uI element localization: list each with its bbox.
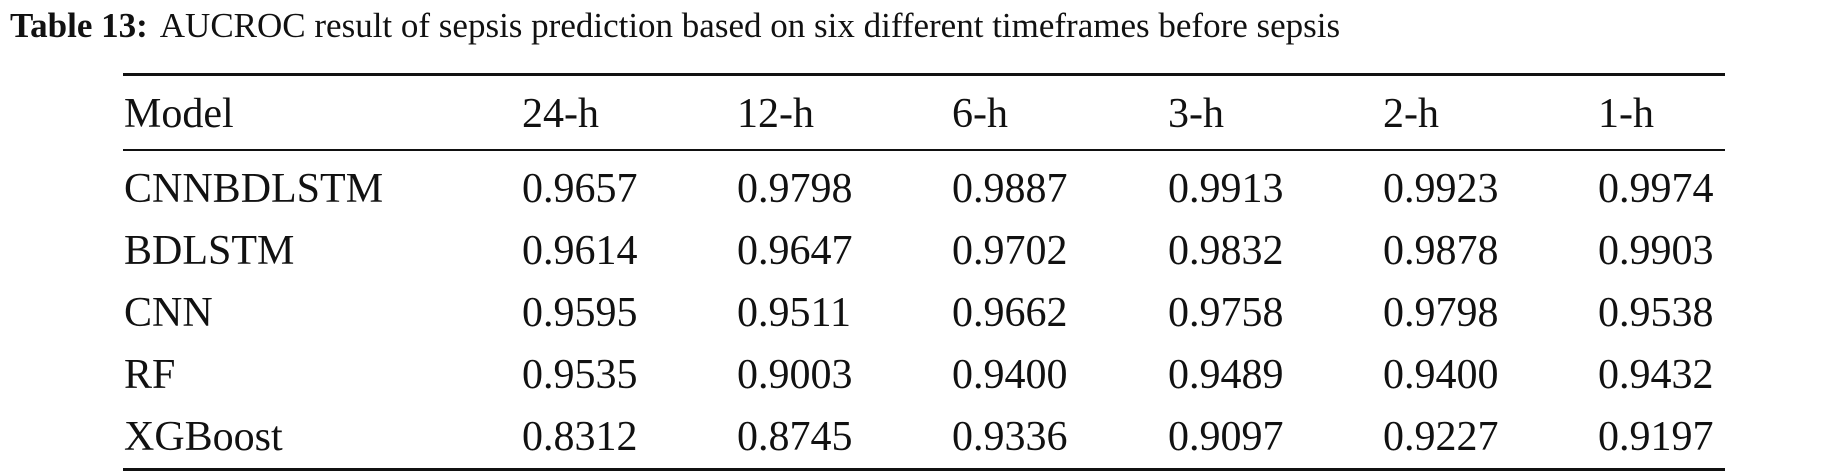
top-rule xyxy=(123,73,1725,76)
table-cell: 0.9662 xyxy=(952,290,1068,336)
table-cell: 0.9657 xyxy=(522,166,638,212)
table-cell: 0.9798 xyxy=(737,166,853,212)
table-cell: 0.9003 xyxy=(737,352,853,398)
header-cell: 12-h xyxy=(737,91,814,137)
table-cell: 0.9227 xyxy=(1383,414,1499,460)
row-label: CNNBDLSTM xyxy=(124,166,384,212)
table-cell: 0.9538 xyxy=(1598,290,1714,336)
table-cell: 0.9400 xyxy=(1383,352,1499,398)
table-cell: 0.9913 xyxy=(1168,166,1284,212)
header-cell: 2-h xyxy=(1383,91,1439,137)
header-cell: 3-h xyxy=(1168,91,1224,137)
table-cell: 0.9832 xyxy=(1168,228,1284,274)
bottom-rule xyxy=(123,468,1725,471)
table-cell: 0.9887 xyxy=(952,166,1068,212)
table-cell: 0.8312 xyxy=(522,414,638,460)
table-cell: 0.9923 xyxy=(1383,166,1499,212)
table-cell: 0.9647 xyxy=(737,228,853,274)
table-cell: 0.8745 xyxy=(737,414,853,460)
row-label: BDLSTM xyxy=(124,228,295,274)
table-cell: 0.9535 xyxy=(522,352,638,398)
table-cell: 0.9511 xyxy=(737,290,851,336)
row-label: RF xyxy=(124,352,176,398)
header-cell: 24-h xyxy=(522,91,599,137)
table-cell: 0.9097 xyxy=(1168,414,1284,460)
caption: Table 13: AUCROC result of sepsis predict… xyxy=(10,6,1340,46)
table-cell: 0.9400 xyxy=(952,352,1068,398)
header-cell: 6-h xyxy=(952,91,1008,137)
caption-label: Table 13: xyxy=(10,6,148,45)
table-cell: 0.9197 xyxy=(1598,414,1714,460)
table-cell: 0.9974 xyxy=(1598,166,1714,212)
caption-text: AUCROC result of sepsis prediction based… xyxy=(159,6,1341,45)
row-label: XGBoost xyxy=(124,414,283,460)
table-cell: 0.9702 xyxy=(952,228,1068,274)
mid-rule xyxy=(123,149,1725,151)
table-cell: 0.9758 xyxy=(1168,290,1284,336)
table-cell: 0.9432 xyxy=(1598,352,1714,398)
table-cell: 0.9489 xyxy=(1168,352,1284,398)
table-cell: 0.9903 xyxy=(1598,228,1714,274)
table-cell: 0.9614 xyxy=(522,228,638,274)
table-cell: 0.9798 xyxy=(1383,290,1499,336)
table-cell: 0.9595 xyxy=(522,290,638,336)
row-label: CNN xyxy=(124,290,213,336)
table-cell: 0.9336 xyxy=(952,414,1068,460)
header-cell: 1-h xyxy=(1598,91,1654,137)
table-cell: 0.9878 xyxy=(1383,228,1499,274)
header-cell: Model xyxy=(124,91,234,137)
